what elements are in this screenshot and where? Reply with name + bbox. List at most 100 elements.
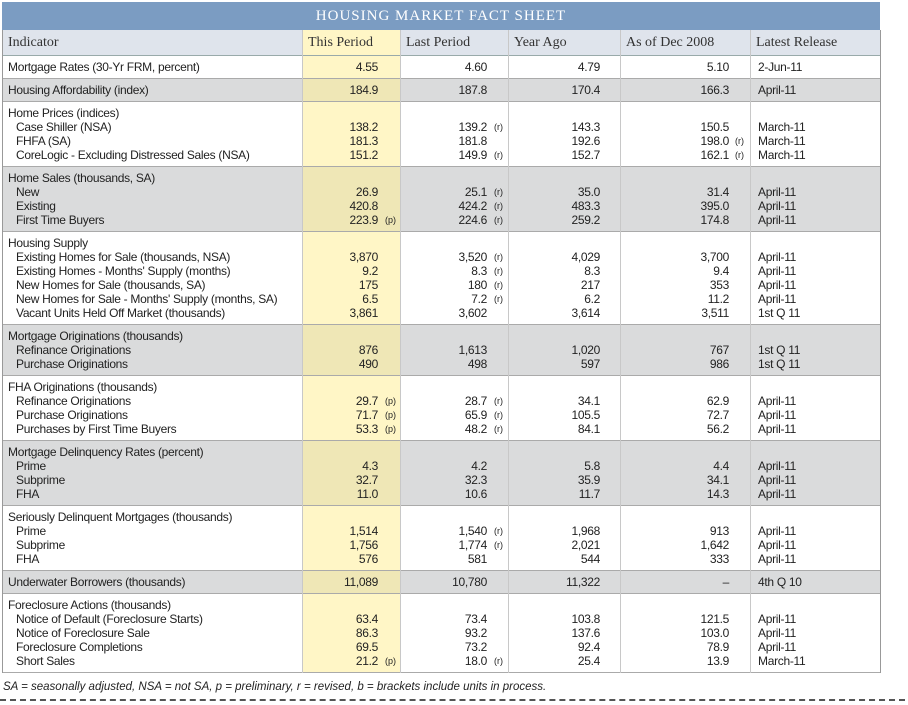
column-divider xyxy=(620,30,621,673)
release: April-11 xyxy=(758,213,797,227)
flag: (r) xyxy=(494,215,503,225)
cell: 151.2 xyxy=(349,148,378,162)
cell: 162.1 xyxy=(700,148,729,162)
row-label: Prime xyxy=(16,524,46,538)
cell: 72.7 xyxy=(706,408,729,422)
cell: 876 xyxy=(358,343,378,357)
cell: 498 xyxy=(467,357,487,371)
cell: 1,774 xyxy=(458,538,487,552)
flag: (r) xyxy=(494,187,503,197)
cell: 34.1 xyxy=(577,394,600,408)
flag: (r) xyxy=(494,122,503,132)
cell: 4.4 xyxy=(713,459,729,473)
title: HOUSING MARKET FACT SHEET xyxy=(315,8,567,24)
cell: 18.0 xyxy=(464,654,487,668)
release: April-11 xyxy=(758,83,797,97)
release: April-11 xyxy=(758,640,797,654)
cell: 544 xyxy=(580,552,600,566)
row-label: Existing Homes - Months' Supply (months) xyxy=(16,264,231,278)
column-divider xyxy=(302,30,303,673)
cell: 181.3 xyxy=(349,134,378,148)
cell: 3,602 xyxy=(458,306,487,320)
section-label: Mortgage Originations (thousands) xyxy=(8,329,183,343)
cell: 53.3 xyxy=(355,422,378,436)
cell: 259.2 xyxy=(571,213,600,227)
cell: 35.9 xyxy=(577,473,600,487)
cell: 138.2 xyxy=(349,120,378,134)
flag: (p) xyxy=(385,424,396,434)
cell: 3,861 xyxy=(349,306,378,320)
cell: 63.4 xyxy=(355,612,378,626)
row-label: Prime xyxy=(16,459,46,473)
cell: – xyxy=(722,575,730,589)
cell: 48.2 xyxy=(464,422,487,436)
release: April-11 xyxy=(758,422,797,436)
cell: 8.3 xyxy=(471,264,487,278)
flag: (r) xyxy=(494,280,503,290)
cell: 11,322 xyxy=(565,575,600,589)
row-label: Purchase Originations xyxy=(16,357,128,371)
header-yellow xyxy=(302,30,400,55)
cell: 11,089 xyxy=(343,575,378,589)
cell: 4.79 xyxy=(577,60,600,74)
release: April-11 xyxy=(758,408,797,422)
this-period-bg xyxy=(302,376,400,440)
cell: 1,756 xyxy=(349,538,378,552)
row-label: New xyxy=(16,185,40,199)
row-label: Case Shiller (NSA) xyxy=(16,120,112,134)
cell: 166.3 xyxy=(700,83,729,97)
section-label: Underwater Borrowers (thousands) xyxy=(8,575,186,589)
cell: 103.0 xyxy=(700,626,729,640)
section-bg xyxy=(2,79,880,102)
row-label: Purchase Originations xyxy=(16,408,128,422)
column-header: Indicator xyxy=(8,35,59,50)
cell: 86.3 xyxy=(355,626,378,640)
row-label: Subprime xyxy=(16,538,65,552)
cell: 986 xyxy=(709,357,729,371)
cell: 139.2 xyxy=(458,120,487,134)
column-divider xyxy=(750,30,751,673)
cell: 25.4 xyxy=(577,654,600,668)
row-label: Subprime xyxy=(16,473,65,487)
cell: 5.8 xyxy=(584,459,600,473)
cell: 65.9 xyxy=(464,408,487,422)
cell: 28.7 xyxy=(464,394,487,408)
cell: 78.9 xyxy=(706,640,729,654)
flag: (p) xyxy=(385,215,396,225)
release: March-11 xyxy=(758,654,806,668)
section-label: Home Prices (indices) xyxy=(8,106,120,120)
cell: 34.1 xyxy=(706,473,729,487)
cell: 420.8 xyxy=(349,199,378,213)
release: March-11 xyxy=(758,134,806,148)
cell: 192.6 xyxy=(571,134,600,148)
this-period-bg xyxy=(302,571,400,593)
cell: 597 xyxy=(580,357,600,371)
cell: 333 xyxy=(709,552,729,566)
cell: 4.2 xyxy=(471,459,487,473)
cell: 11.7 xyxy=(578,487,601,501)
column-header: Year Ago xyxy=(514,35,567,50)
row-label: CoreLogic - Excluding Distressed Sales (… xyxy=(16,148,250,162)
release: 2-Jun-11 xyxy=(758,60,803,74)
flag: (r) xyxy=(494,396,503,406)
cell: 767 xyxy=(709,343,729,357)
release: April-11 xyxy=(758,250,797,264)
cell: 217 xyxy=(580,278,600,292)
cell: 11.2 xyxy=(707,292,730,306)
this-period-bg xyxy=(302,594,400,672)
row-label: Foreclosure Completions xyxy=(16,640,143,654)
section-bg xyxy=(2,325,880,376)
release: March-11 xyxy=(758,148,806,162)
cell: 483.3 xyxy=(571,199,600,213)
cell: 62.9 xyxy=(706,394,729,408)
cell: 180 xyxy=(467,278,487,292)
this-period-bg xyxy=(302,506,400,570)
section-label: Housing Supply xyxy=(8,236,88,250)
section-bg xyxy=(2,56,880,79)
release: April-11 xyxy=(758,487,797,501)
cell: 576 xyxy=(358,552,378,566)
section-bg xyxy=(2,441,880,506)
flag: (r) xyxy=(494,656,503,666)
section-bg xyxy=(2,506,880,571)
